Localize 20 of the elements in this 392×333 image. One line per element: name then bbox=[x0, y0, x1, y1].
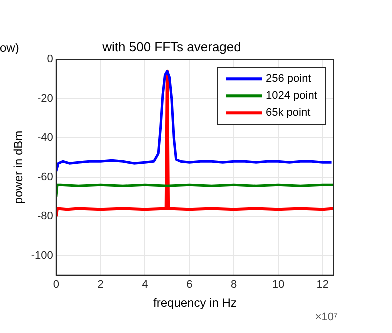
y-tick-label: -100 bbox=[31, 250, 54, 262]
x-tick-label: 4 bbox=[142, 279, 148, 292]
legend-label: 1024 point bbox=[266, 90, 318, 102]
y-axis-title: power in dBm bbox=[12, 130, 26, 204]
x-tick-label: 12 bbox=[316, 279, 330, 292]
chart-title: with 500 FFTs averaged bbox=[102, 39, 242, 54]
legend-label: 256 point bbox=[266, 73, 312, 86]
y-tick-label: 0 bbox=[47, 54, 54, 66]
y-tick-label: -60 bbox=[38, 171, 54, 184]
y-tick-label: -20 bbox=[38, 92, 54, 105]
x-tick-label: 10 bbox=[272, 279, 285, 292]
x-tick-label: 2 bbox=[98, 279, 104, 292]
x-tick-label: 8 bbox=[231, 279, 238, 292]
y-tick-label: -40 bbox=[38, 132, 54, 144]
y-tick-label: -80 bbox=[38, 210, 54, 223]
x-tick-label: 6 bbox=[186, 279, 193, 292]
text: ow) bbox=[0, 41, 20, 55]
x-axis-title: frequency in Hz bbox=[154, 296, 237, 310]
text: ×10⁷ bbox=[315, 311, 338, 324]
legend-label: 65k point bbox=[266, 107, 311, 120]
